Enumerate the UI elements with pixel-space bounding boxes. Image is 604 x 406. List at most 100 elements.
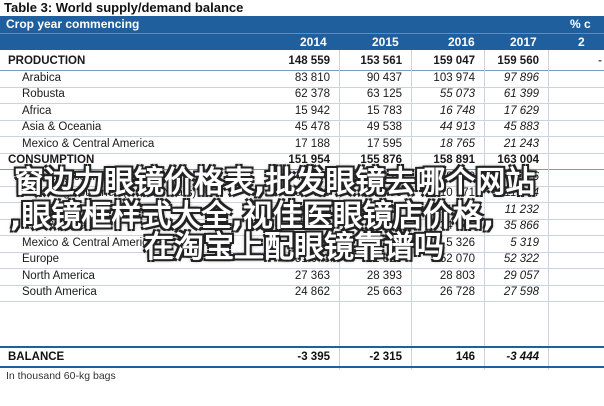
table-cell: 15 783	[366, 105, 402, 117]
row-label: Mexico & Central America	[22, 138, 155, 150]
table-cell: 48 620	[439, 171, 475, 183]
table-cell: 21 243	[503, 138, 539, 150]
table-cell: 34 745	[439, 220, 475, 232]
table-cell: 97 896	[503, 72, 539, 84]
year-header-row: 2014 2015 2016 2017 2	[0, 33, 604, 50]
crop-year-header: Crop year commencing % c	[0, 16, 604, 33]
column-divider	[484, 50, 485, 370]
table-cell: 17 629	[503, 105, 539, 117]
table-row: Asia & Oceania 32 641 33 628 34 745 35 866	[0, 219, 604, 236]
year-header: 2	[578, 35, 585, 49]
table-cell: 33 628	[366, 220, 402, 232]
table-cell: 51 829	[366, 253, 402, 265]
table-cell: 16 748	[439, 105, 475, 117]
table-cell: 52 322	[503, 253, 539, 265]
table-cell: 46 516	[294, 171, 330, 183]
table-title-bar: Table 3: World supply/demand balance	[0, 0, 604, 16]
table-title: Table 3: World supply/demand balance	[4, 0, 244, 15]
table-cell: 90 437	[366, 72, 402, 84]
crop-year-label: Crop year commencing	[6, 17, 140, 31]
balance-row: BALANCE -3 395 -2 315 146 -3 444	[0, 346, 604, 368]
section-row: PRODUCTION 148 559 153 561 159 047 159 560 -	[0, 54, 604, 71]
table-cell: 153 561	[360, 55, 402, 67]
column-divider	[411, 50, 412, 370]
table-cell: 27 598	[503, 286, 539, 298]
column-divider	[548, 50, 549, 370]
table-row: North America 27 363 28 393 28 803 29 057	[0, 269, 604, 286]
table-cell: 52 070	[439, 253, 475, 265]
table-cell: 103 974	[433, 72, 475, 84]
table-cell: 32 641	[294, 220, 330, 232]
table-row: Exporting countries 46 516 48 120 48 620 49 …	[0, 170, 604, 187]
row-label: Asia & Oceania	[22, 121, 102, 133]
row-label: Arabica	[22, 72, 61, 84]
row-label: Africa	[22, 204, 52, 216]
balance-label: BALANCE	[8, 351, 65, 363]
table-cell: 27 363	[294, 270, 330, 282]
table-row: Asia & Oceania 45 478 49 538 44 913 45 883	[0, 120, 604, 137]
table-cell: 26 728	[439, 286, 475, 298]
balance-value: -3 395	[297, 351, 330, 363]
table-cell: 105 438	[288, 187, 330, 199]
row-label: Asia & Oceania	[22, 220, 102, 232]
balance-value: 146	[455, 351, 475, 363]
table-row: Arabica 83 810 90 437 103 974 97 896	[0, 71, 604, 88]
row-label: South America	[22, 286, 97, 298]
table-cell: 10 959	[294, 204, 330, 216]
percent-change-label: % c	[570, 17, 591, 31]
table-row: Mexico & Central America 17 188 17 595 18 7…	[0, 137, 604, 154]
footnote-row: In thousand 60-kg bags	[0, 368, 604, 386]
balance-value: -3 444	[506, 351, 539, 363]
table-row: Africa 15 942 15 783 16 748 17 629	[0, 104, 604, 121]
table-cell: 5 319	[510, 237, 539, 249]
table-row: Importing countries (Coffee Years) 105 43…	[0, 186, 604, 203]
year-header: 2015	[372, 35, 399, 49]
overlay-text-line-1: 窗边力眼镜价格表,批发眼镜去哪个网站	[14, 165, 536, 200]
footnote: In thousand 60-kg bags	[6, 370, 116, 382]
row-label: Robusta	[22, 88, 65, 100]
row-label: PRODUCTION	[8, 55, 86, 67]
year-header: 2014	[300, 35, 327, 49]
table-cell: 29 057	[503, 270, 539, 282]
table-cell: 51 043	[294, 253, 330, 265]
table-cell: 83 810	[294, 72, 330, 84]
table-cell: 48 120	[366, 171, 402, 183]
row-label: CONSUMPTION	[8, 154, 95, 166]
table-row: Africa 10 959 11 061 11 219 11 232	[0, 203, 604, 220]
table-row: Mexico & Central America 5 236 5 301 5 326 5…	[0, 236, 604, 253]
table-cell: 11 232	[504, 204, 539, 216]
row-label: Exporting countries	[22, 171, 121, 183]
row-label: Africa	[22, 105, 52, 117]
table-cell: 49 538	[366, 121, 402, 133]
table-row: South America 24 862 25 663 26 728 27 598	[0, 285, 604, 302]
table-cell: 11 061	[367, 204, 402, 216]
table-cell: 151 954	[288, 154, 330, 166]
table-cell: 159 560	[497, 55, 539, 67]
table-cell: 155 876	[360, 154, 402, 166]
table-cell: 15 942	[294, 105, 330, 117]
table-cell: 35 866	[503, 220, 539, 232]
table-cell: 62 378	[294, 88, 330, 100]
table-cell: 28 803	[439, 270, 475, 282]
table-cell: 11 219	[440, 204, 475, 216]
table-cell: 45 883	[503, 121, 539, 133]
table-cell: 5 236	[301, 237, 330, 249]
table-cell: 17 188	[294, 138, 330, 150]
year-header: 2017	[510, 35, 537, 49]
table-cell: 28 393	[366, 270, 402, 282]
table-cell: 63 125	[366, 88, 402, 100]
table-row: Robusta 62 378 63 125 55 073 61 399	[0, 87, 604, 104]
overlay-text-line-3: 在淘宝上配眼镜靠谱吗	[144, 230, 444, 265]
table-row: Europe 51 043 51 829 52 070 52 322	[0, 252, 604, 269]
row-label: Importing countries (Coffee Years)	[22, 187, 197, 199]
row-label: North America	[22, 270, 95, 282]
table-cell: 55 073	[439, 88, 475, 100]
table-cell: 24 862	[294, 286, 330, 298]
table-cell: 49 376	[503, 171, 539, 183]
table-cell: 148 559	[288, 55, 330, 67]
balance-value: -2 315	[369, 351, 402, 363]
column-divider	[339, 50, 340, 370]
table-cell: 110 271	[434, 187, 475, 199]
table-cell: 107 756	[360, 187, 402, 199]
table-cell: 61 399	[503, 88, 539, 100]
